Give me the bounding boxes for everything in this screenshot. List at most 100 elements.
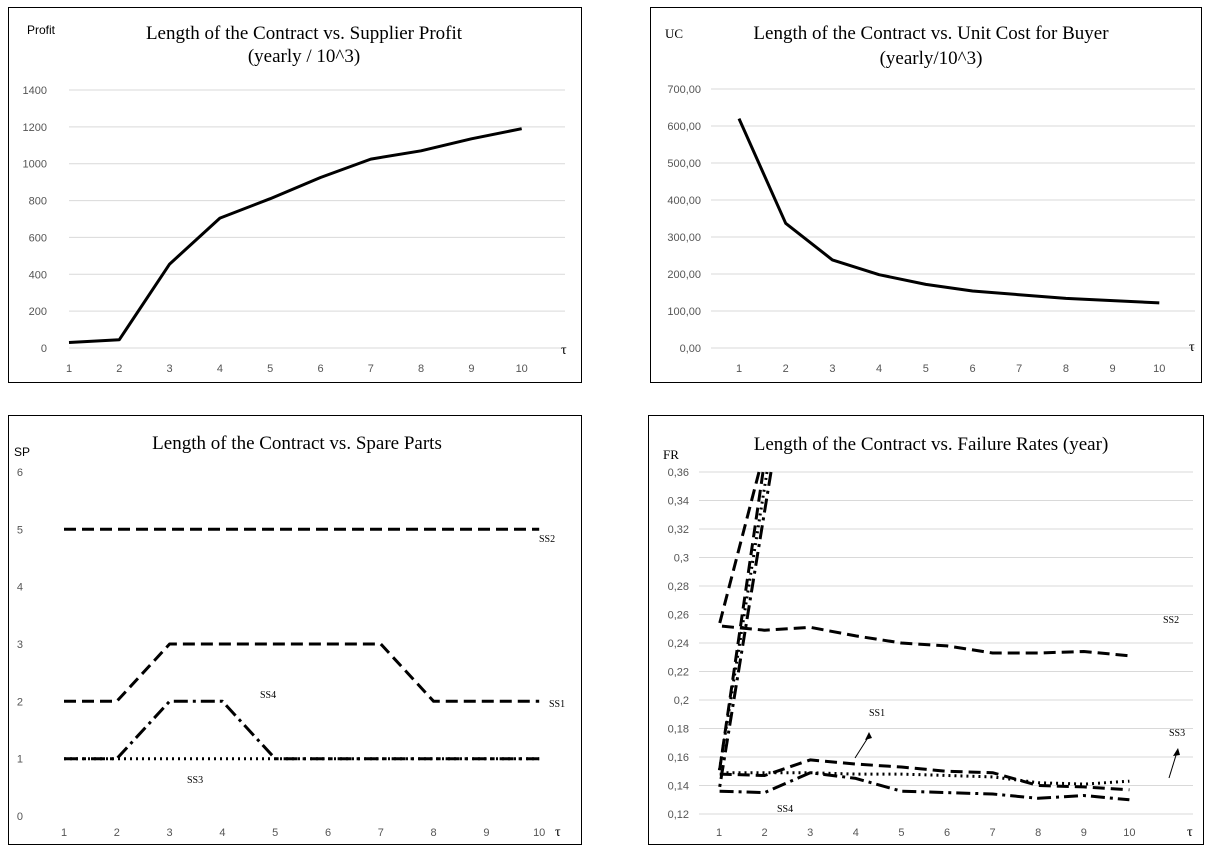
y-tick-label: 0,36 <box>668 467 689 479</box>
y-tick-label: 600,00 <box>667 121 701 133</box>
x-tick-label: 4 <box>876 363 882 375</box>
y-tick-label: 200,00 <box>667 269 701 281</box>
series-label-ss3: SS3 <box>1169 728 1185 739</box>
series-label-ss2: SS2 <box>539 534 555 545</box>
y-tick-label: 0,18 <box>668 724 689 736</box>
x-tick-label: 9 <box>468 363 474 375</box>
x-tick-label: 5 <box>267 363 273 375</box>
x-tick-label: 2 <box>783 363 789 375</box>
x-tick-label: 4 <box>217 363 223 375</box>
x-tick-label: 7 <box>378 827 384 839</box>
y-tick-label: 800 <box>29 196 47 208</box>
x-tick-label: 10 <box>533 827 545 839</box>
y-tick-label: 0,3 <box>674 553 689 565</box>
x-tick-label: 4 <box>219 827 225 839</box>
x-tick-label: 9 <box>1110 363 1116 375</box>
annotation-arrowhead-ss3 <box>1173 748 1180 756</box>
series-label-ss2: SS2 <box>1163 615 1179 626</box>
y-tick-label: 0,24 <box>668 638 689 650</box>
annotation-arrow-ss3 <box>1168 751 1178 779</box>
chart-title: (yearly / 10^3) <box>248 46 360 67</box>
y-tick-label: 400 <box>29 269 47 281</box>
y-tick-label: 0,12 <box>668 809 689 821</box>
y-tick-label: 0,28 <box>668 581 689 593</box>
y-tick-label: 0,2 <box>674 695 689 707</box>
chart-title: Length of the Contract vs. Unit Cost for… <box>753 23 1109 44</box>
x-tick-label: 6 <box>325 827 331 839</box>
y-tick-label: 300,00 <box>667 232 701 244</box>
series-line-ss4 <box>64 699 540 761</box>
failure-rates-svg: 0,12 0,14 0,16 0,18 0,2 0,22 0,24 0,26 0,28 0,3 0,… <box>663 434 1193 840</box>
y-tick-label: 400,00 <box>667 195 701 207</box>
annotation-arrow-ss1 <box>854 735 870 759</box>
unit-cost-chart: 0,00 100,00 200,00 300,00 400,00 500,00 600,00… <box>650 7 1202 383</box>
x-tick-label: 7 <box>990 827 996 839</box>
x-tick-label: 10 <box>1153 363 1165 375</box>
y-tick-label: 500,00 <box>667 158 701 170</box>
series-line <box>68 127 522 344</box>
x-tick-label: 3 <box>807 827 813 839</box>
unit-cost-svg: 0,00 100,00 200,00 300,00 400,00 500,00 600,00… <box>665 23 1195 375</box>
y-tick-label: 6 <box>17 467 23 479</box>
y-tick-label: 0,26 <box>668 610 689 622</box>
y-tick-label: 1 <box>17 754 23 766</box>
y-axis-label: SP <box>14 445 30 459</box>
x-tick-label: 10 <box>1123 827 1135 839</box>
y-tick-label: 0,16 <box>668 752 689 764</box>
y-tick-label: 0,00 <box>680 343 701 355</box>
x-tick-label: 1 <box>716 827 722 839</box>
x-tick-label: 1 <box>736 363 742 375</box>
x-axis-label: τ <box>561 343 567 358</box>
y-tick-label: 200 <box>29 306 47 318</box>
y-tick-label: 0 <box>41 343 47 355</box>
x-tick-label: 1 <box>61 827 67 839</box>
x-tick-label: 6 <box>944 827 950 839</box>
series-line-ss4 <box>717 471 1130 802</box>
x-tick-label: 10 <box>516 363 528 375</box>
x-tick-label: 5 <box>272 827 278 839</box>
series-label-ss1: SS1 <box>549 699 565 710</box>
y-tick-label: 1200 <box>23 122 47 134</box>
y-tick-label: 0,14 <box>668 781 689 793</box>
chart-title: Length of the Contract vs. Failure Rates… <box>754 434 1109 455</box>
chart-title: Length of the Contract vs. Supplier Prof… <box>146 23 463 44</box>
x-axis-label: τ <box>555 825 561 840</box>
y-tick-label: 4 <box>17 582 23 594</box>
x-tick-label: 3 <box>167 363 173 375</box>
x-tick-label: 7 <box>1016 363 1022 375</box>
x-tick-label: 9 <box>483 827 489 839</box>
y-tick-label: 1000 <box>23 159 47 171</box>
x-axis-label: τ <box>1187 825 1193 840</box>
x-tick-label: 2 <box>114 827 120 839</box>
x-axis-label: τ <box>1189 340 1195 355</box>
x-tick-label: 5 <box>898 827 904 839</box>
series-label-ss3: SS3 <box>187 775 203 786</box>
failure-rates-chart: 0,12 0,14 0,16 0,18 0,2 0,22 0,24 0,26 0,28 0,3 0,… <box>648 415 1204 845</box>
x-tick-label: 7 <box>368 363 374 375</box>
x-tick-label: 8 <box>431 827 437 839</box>
series-line-ss1 <box>64 642 540 703</box>
x-tick-label: 3 <box>829 363 835 375</box>
x-tick-label: 4 <box>853 827 859 839</box>
y-axis-label: UC <box>665 26 683 41</box>
x-tick-label: 8 <box>1063 363 1069 375</box>
y-tick-label: 5 <box>17 524 23 536</box>
y-axis-label: FR <box>663 447 679 462</box>
y-tick-label: 0,34 <box>668 496 689 508</box>
y-tick-label: 100,00 <box>667 306 701 318</box>
series-label-ss1: SS1 <box>869 708 885 719</box>
y-tick-label: 0 <box>17 811 23 823</box>
x-tick-label: 2 <box>116 363 122 375</box>
x-tick-label: 8 <box>418 363 424 375</box>
y-axis-label: Profit <box>27 23 56 37</box>
y-tick-label: 3 <box>17 639 23 651</box>
x-tick-label: 8 <box>1035 827 1041 839</box>
series-line-ss2 <box>717 471 1130 658</box>
x-tick-label: 2 <box>762 827 768 839</box>
chart-title: (yearly/10^3) <box>880 48 983 69</box>
x-tick-label: 6 <box>969 363 975 375</box>
series-label-ss4: SS4 <box>260 690 276 701</box>
series-label-ss4: SS4 <box>777 804 793 815</box>
spare-parts-chart: 0 1 2 3 4 5 6 1 2 3 4 5 6 7 8 9 10 Length of the Contract… <box>8 415 582 845</box>
x-tick-label: 5 <box>923 363 929 375</box>
